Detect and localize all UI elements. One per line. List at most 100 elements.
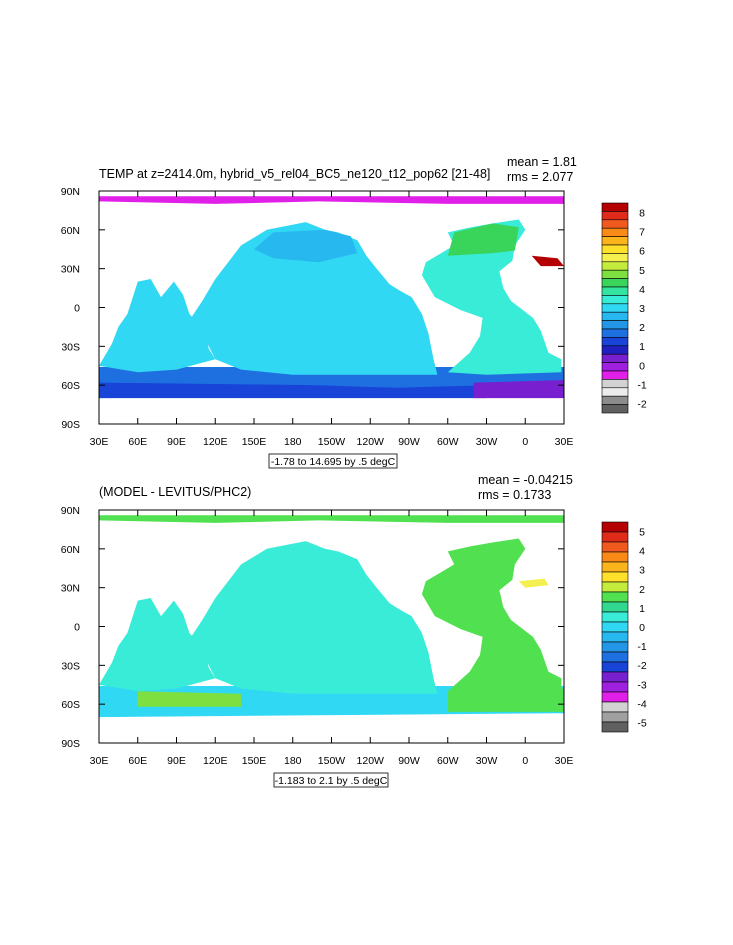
y-tick-label: 60N [61,225,80,237]
y-tick-label: 60S [61,380,80,392]
x-tick-label: 30E [90,755,109,767]
y-tick-label: 90S [61,738,80,750]
ocean-deep-south [99,382,487,399]
colorbar-label: 4 [639,284,645,296]
ocean-mediterranean [518,578,549,588]
y-tick-label: 30N [61,583,80,595]
range-box [273,772,389,788]
x-tick-label: 180 [284,436,302,448]
range-label: -1.78 to 14.695 by .5 degC [271,456,396,468]
colorbar-swatch [601,711,629,723]
y-tick-label: 90N [61,186,80,198]
colorbar-label: -1 [637,379,646,391]
x-tick-label: 30E [555,755,574,767]
y-tick-label: 60N [61,544,80,556]
colorbar-swatch [601,541,629,553]
colorbar-swatch [601,211,629,221]
colorbar-swatch [601,661,629,673]
ocean-north-atlantic [447,223,519,256]
x-tick-labels: 30E 60E 90E 120E 150E 180 150W 120W 90W 60W 30W 0 30… [90,755,574,767]
colorbar-label: -3 [637,679,646,691]
x-tick-label: 0 [522,436,528,448]
colorbar-swatch [601,227,629,237]
colorbar-label: -4 [637,698,646,710]
x-tick-label: 150E [242,755,267,767]
colorbar-label: -2 [637,660,646,672]
ocean-pacific [189,222,438,375]
colorbar-swatch [601,219,629,229]
difference-panel: (MODEL - LEVITUS/PHC2) mean = -0.04215 r… [61,473,647,788]
colorbar-swatch [601,236,629,246]
colorbar-label: -1 [637,641,646,653]
colorbar-swatch [601,353,629,363]
y-tick-label: 90S [61,419,80,431]
x-tick-label: 30W [476,755,498,767]
colorbar-swatch [601,621,629,633]
colorbar-swatch [601,521,629,533]
x-tick-label: 120E [203,436,228,448]
colorbar-swatch [601,303,629,313]
colorbar-label: 1 [639,603,645,615]
colorbar-label: 6 [639,246,645,258]
colorbar-swatch [601,244,629,254]
colorbar-swatch [601,328,629,338]
ocean-arctic [99,515,564,523]
colorbar-swatch [601,404,629,414]
colorbar-swatch [601,320,629,330]
colorbar-label: 4 [639,546,645,558]
y-tick-label: 30S [61,341,80,353]
colorbar-swatch [601,681,629,693]
colorbar-swatch [601,278,629,288]
y-tick-label: 30S [61,660,80,672]
colorbar-label: 2 [639,322,645,334]
colorbar: 8 7 6 5 4 3 2 1 0 -1 -2 [601,202,647,414]
x-tick-label: 90W [398,755,420,767]
ocean-atlantic [421,538,562,694]
x-tick-label: 60W [437,436,459,448]
colorbar-swatch [601,295,629,305]
x-tick-label: 120E [203,755,228,767]
colorbar-label: 0 [639,622,645,634]
colorbar-label: 8 [639,208,645,220]
x-tick-label: 60E [128,436,147,448]
x-tick-label: 90W [398,436,420,448]
colorbar-swatch [601,691,629,703]
ocean-mediterranean [531,255,564,267]
ocean-north-pacific [254,229,358,263]
x-tick-label: 30W [476,436,498,448]
rms-stat: rms = 0.1733 [478,488,551,502]
colorbar-swatch [601,721,629,733]
colorbar-swatch [601,651,629,663]
y-tick-label: 90N [61,505,80,517]
colorbar-label: 2 [639,584,645,596]
ocean-pacific [189,541,438,694]
y-tick-label: 30N [61,264,80,276]
x-tick-label: 60E [128,755,147,767]
ocean-map [99,515,564,718]
colorbar: 5 4 3 2 1 0 -1 -2 -3 -4 -5 [601,521,647,733]
colorbar-swatch [601,591,629,603]
colorbar-swatch [601,261,629,271]
temperature-panel: TEMP at z=2414.0m, hybrid_v5_rel04_BC5_n… [61,155,647,469]
x-tick-label: 30E [555,436,574,448]
x-tick-label: 150E [242,436,267,448]
colorbar-label: -5 [637,717,646,729]
panel-title: (MODEL - LEVITUS/PHC2) [99,485,251,499]
x-tick-label: 120W [357,755,385,767]
colorbar-swatch [601,611,629,623]
colorbar-label: -2 [637,398,646,410]
colorbar-swatch [601,345,629,355]
colorbar-swatch [601,387,629,397]
colorbar-swatch [601,379,629,389]
y-tick-label: 0 [74,303,80,315]
colorbar-swatch [601,701,629,713]
colorbar-label: 5 [639,265,645,277]
x-tick-label: 120W [357,436,385,448]
ocean-south-indian-patch [137,691,242,707]
x-tick-label: 180 [284,755,302,767]
colorbar-label: 1 [639,341,645,353]
colorbar-swatch [601,362,629,372]
colorbar-swatch [601,253,629,263]
rms-stat: rms = 2.077 [507,170,573,184]
